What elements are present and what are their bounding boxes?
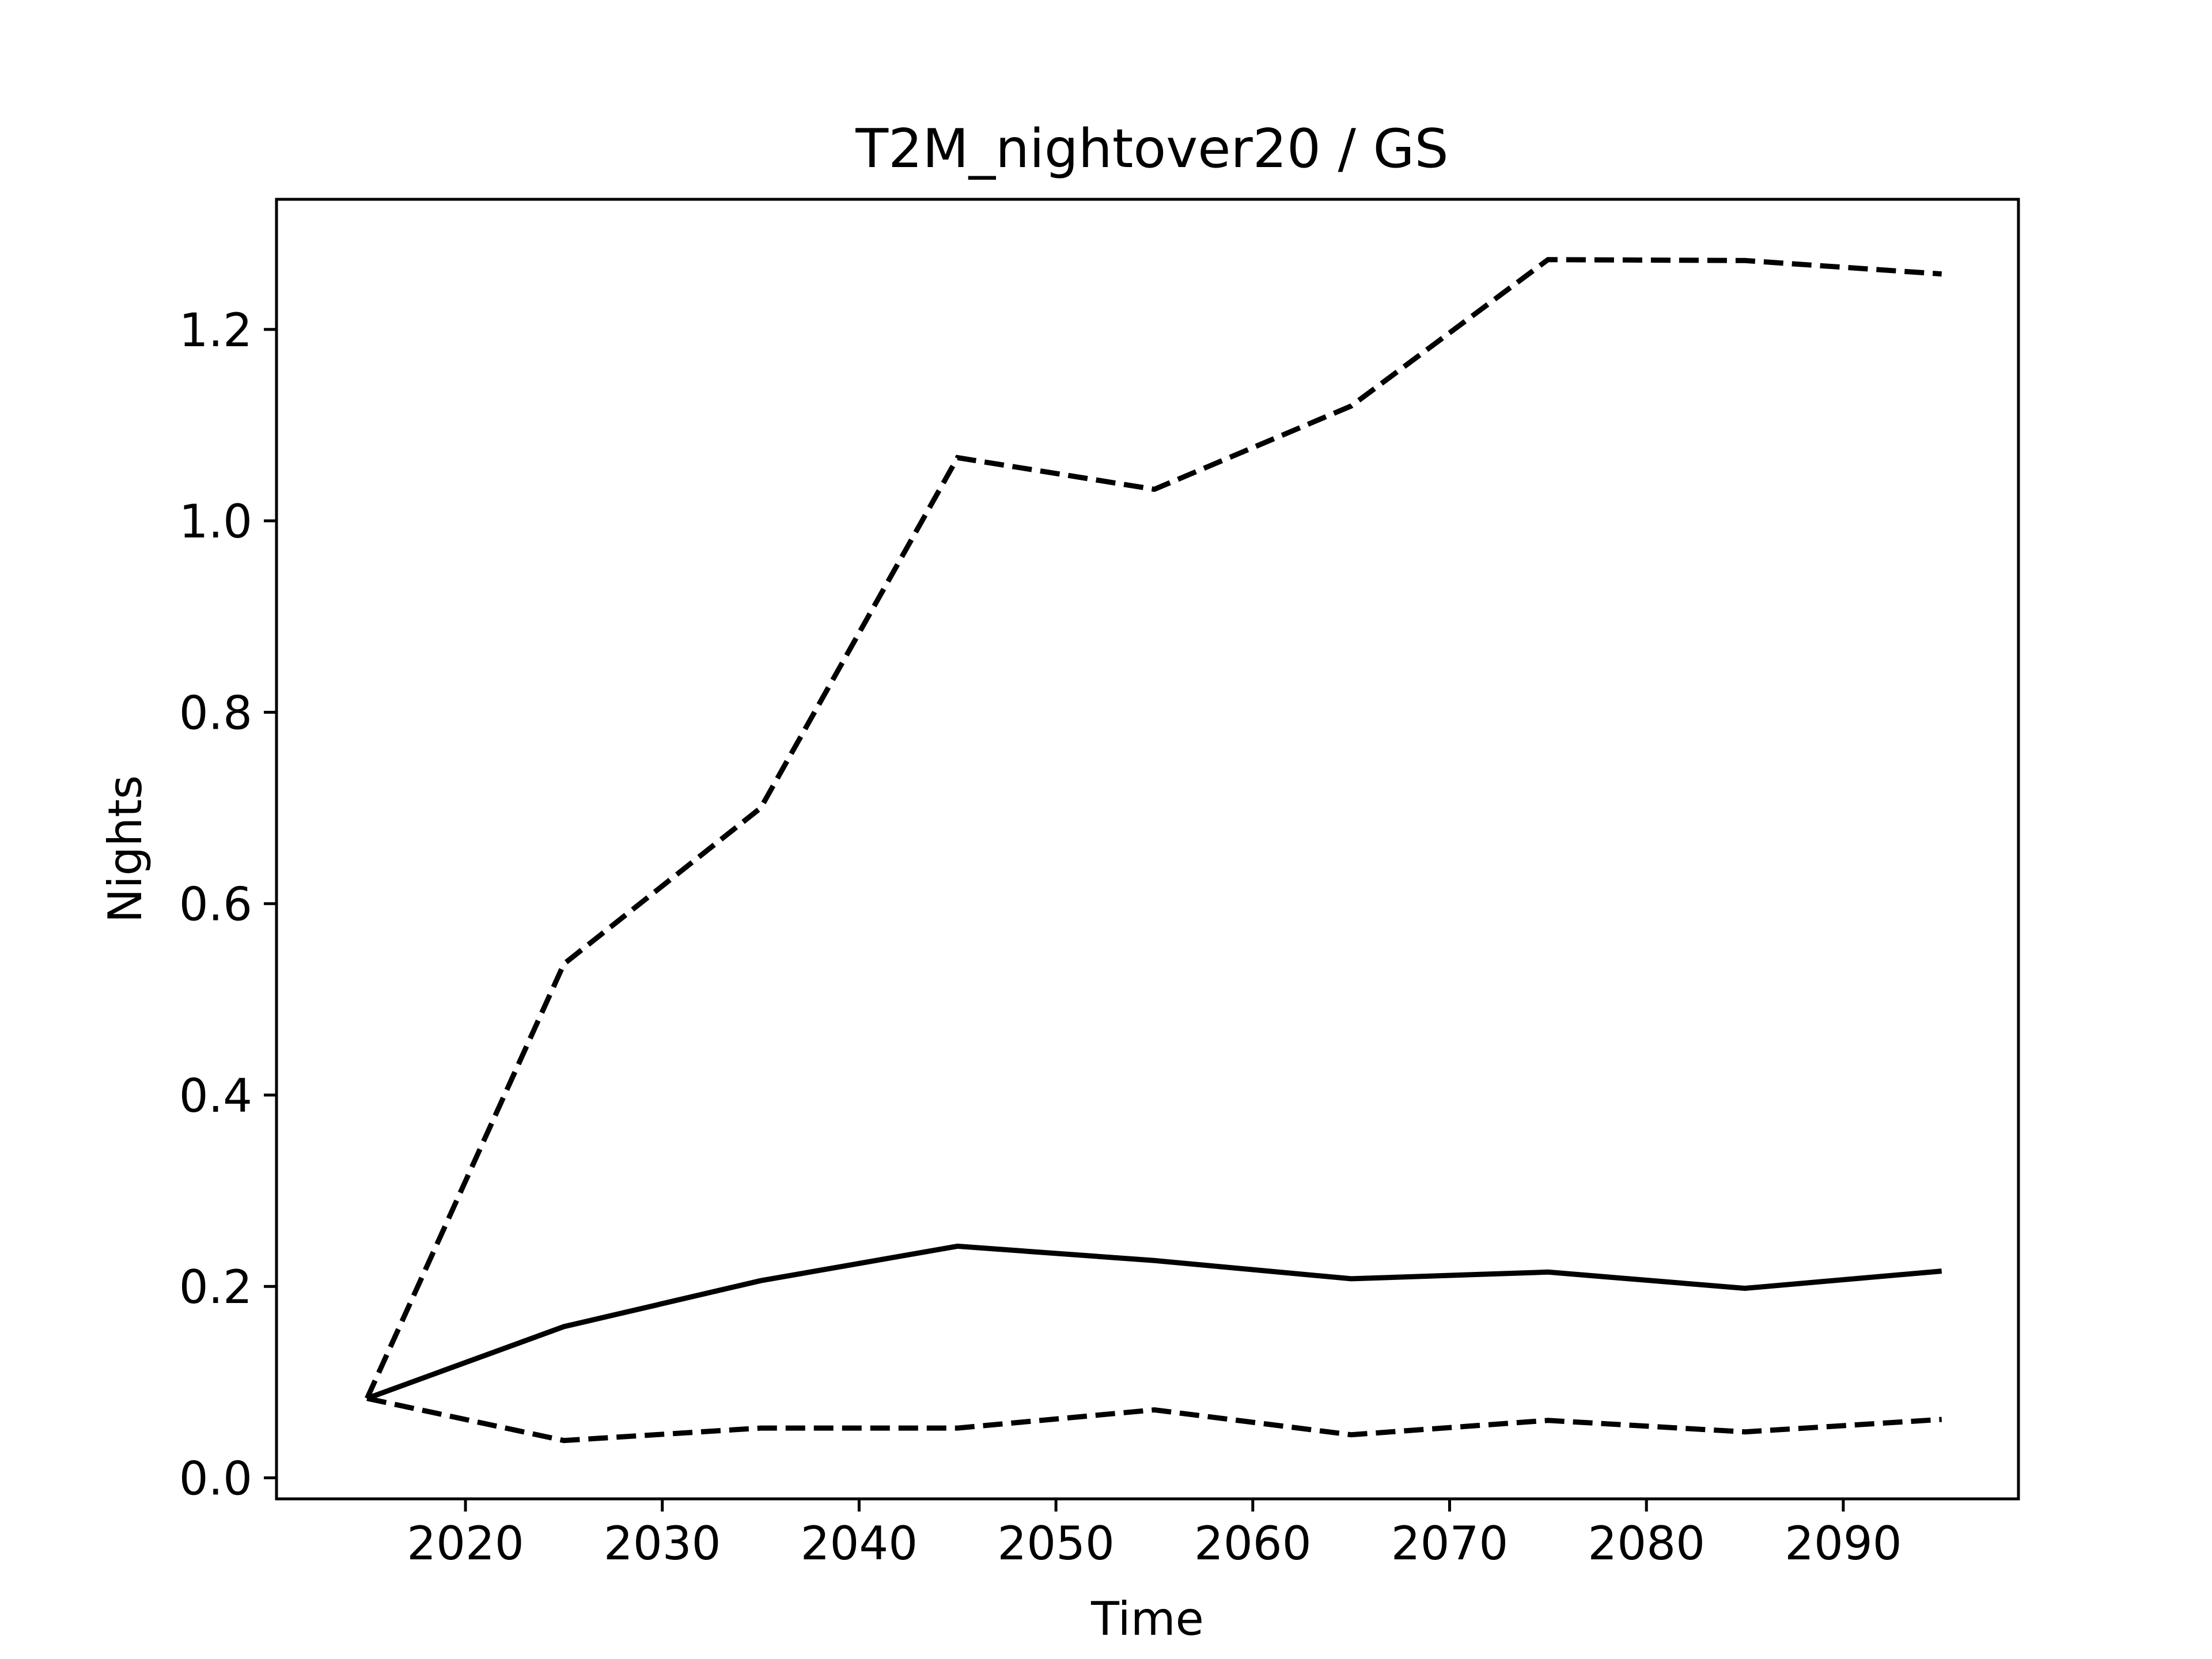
- x-tick-label: 2060: [1194, 1517, 1312, 1570]
- y-tick-label: 0.8: [179, 686, 252, 740]
- series-group: [365, 257, 1942, 1444]
- series-line-solid: [366, 1243, 1942, 1401]
- x-tick-label: 2040: [801, 1517, 918, 1570]
- y-tick-label: 0.6: [179, 878, 252, 931]
- y-axis-ticks: 0.0 0.2 0.4 0.6 0.8 1.0 1.2: [179, 304, 276, 1505]
- series-line-dashed-lower: [366, 1396, 1942, 1444]
- y-tick-label: 1.2: [179, 304, 252, 357]
- x-tick-label: 2030: [604, 1517, 721, 1570]
- x-axis-label: Time: [1090, 1592, 1204, 1646]
- y-tick-label: 0.4: [179, 1069, 252, 1123]
- series-line-dashed-upper: [365, 257, 1942, 1400]
- chart-title: T2M_nightover20 / GS: [855, 118, 1448, 180]
- plot-frame: [275, 198, 2020, 1501]
- y-axis-label: Nights: [99, 775, 152, 923]
- x-tick-label: 2080: [1588, 1517, 1705, 1570]
- y-tick-label: 0.2: [179, 1260, 252, 1314]
- x-tick-label: 2090: [1785, 1517, 1902, 1570]
- x-axis-ticks: 2020 2030 2040 2050 2060 2070 2080 2090: [407, 1499, 1902, 1570]
- x-tick-label: 2020: [407, 1517, 524, 1570]
- y-tick-label: 0.0: [179, 1452, 252, 1505]
- y-tick-label: 1.0: [179, 495, 252, 548]
- x-tick-label: 2050: [997, 1517, 1115, 1570]
- x-tick-label: 2070: [1391, 1517, 1509, 1570]
